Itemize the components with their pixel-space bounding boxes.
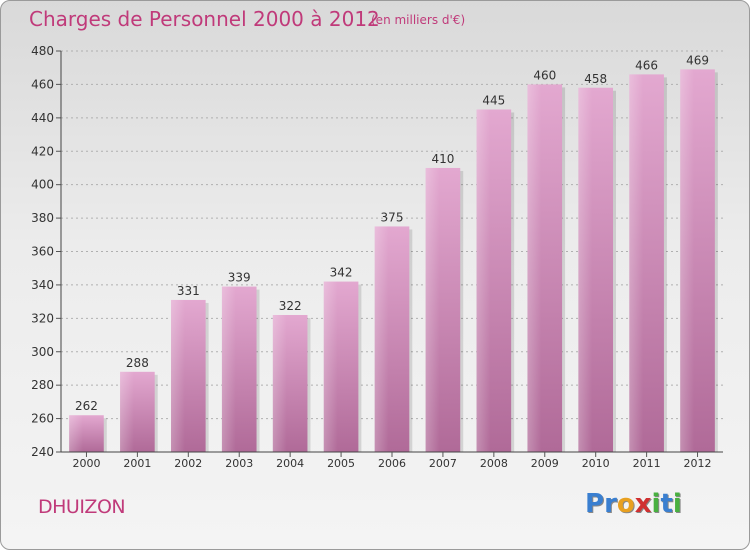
bar-highlight: [69, 415, 83, 452]
y-tick-label: 400: [31, 178, 54, 192]
y-tick-label: 300: [31, 345, 54, 359]
bar-highlight: [578, 87, 593, 452]
commune-name: DHUIZON: [38, 496, 126, 518]
bar-highlight: [476, 109, 491, 453]
logo-letter: i: [651, 489, 661, 519]
y-tick-label: 260: [31, 412, 54, 426]
bar-highlight: [120, 371, 134, 452]
value-label: 469: [686, 53, 709, 67]
bar-highlight: [680, 69, 695, 453]
x-tick-label: 2005: [327, 457, 355, 470]
chart-subtitle: (en milliers d'€): [371, 13, 466, 27]
x-tick-label: 2001: [123, 457, 151, 470]
x-tick-label: 2006: [378, 457, 406, 470]
logo-letter: x: [634, 489, 652, 519]
bar-highlight: [629, 74, 644, 453]
bar-highlight: [425, 167, 440, 453]
value-label: 322: [279, 299, 302, 313]
x-tick-label: 2007: [429, 457, 457, 470]
bar-highlight: [221, 286, 236, 452]
y-tick-label: 240: [31, 445, 54, 459]
logo-letter: i: [672, 489, 682, 519]
bar-highlight: [272, 314, 287, 452]
y-tick-label: 360: [31, 245, 54, 259]
chart-title: Charges de Personnel 2000 à 2012: [29, 7, 380, 31]
y-tick-label: 380: [31, 211, 54, 225]
y-tick-label: 440: [31, 111, 54, 125]
value-label: 375: [381, 210, 404, 224]
value-label: 339: [228, 271, 251, 285]
x-tick-label: 2009: [531, 457, 559, 470]
logo-letter: P: [585, 489, 605, 519]
logo-letter: t: [660, 489, 673, 519]
logo-letter: r: [604, 489, 617, 519]
bar-highlight: [374, 226, 389, 452]
value-label: 460: [533, 68, 556, 82]
x-tick-label: 2012: [684, 457, 712, 470]
x-tick-label: 2003: [225, 457, 253, 470]
value-label: 342: [330, 266, 353, 280]
proxiti-logo: Proxiti: [585, 489, 682, 519]
x-tick-label: 2004: [276, 457, 304, 470]
x-tick-label: 2010: [582, 457, 610, 470]
y-tick-label: 480: [31, 44, 54, 58]
value-label: 458: [584, 72, 607, 86]
y-tick-label: 340: [31, 278, 54, 292]
bar-highlight: [323, 281, 338, 452]
value-label: 410: [431, 152, 454, 166]
x-tick-label: 2008: [480, 457, 508, 470]
y-tick-label: 320: [31, 311, 54, 325]
bar-highlight: [170, 299, 185, 452]
logo-letter: o: [616, 489, 635, 519]
x-tick-label: 2011: [633, 457, 661, 470]
x-tick-label: 2000: [72, 457, 100, 470]
y-tick-label: 420: [31, 144, 54, 158]
y-tick-label: 280: [31, 378, 54, 392]
value-label: 445: [482, 93, 505, 107]
value-label: 466: [635, 58, 658, 72]
value-label: 262: [75, 399, 98, 413]
value-label: 288: [126, 356, 149, 370]
value-label: 331: [177, 284, 200, 298]
bar-highlight: [527, 84, 542, 453]
x-tick-label: 2002: [174, 457, 202, 470]
y-tick-label: 460: [31, 77, 54, 91]
